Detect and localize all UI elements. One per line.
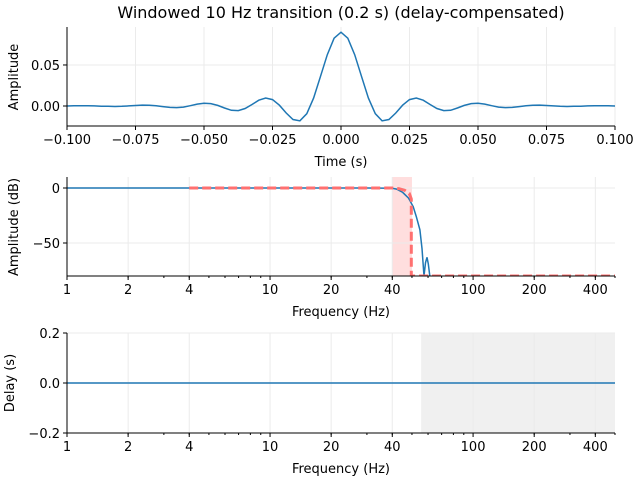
y-tick-label: 0.2 xyxy=(39,327,60,342)
y-tick-label: 0.05 xyxy=(31,59,60,74)
x-tick-label: 1 xyxy=(63,283,71,298)
x-tick-label: −0.075 xyxy=(111,133,159,148)
y-tick-label: −50 xyxy=(33,237,60,252)
ax1-ylabel: Amplitude (dB) xyxy=(7,178,22,276)
figure-title: Windowed 10 Hz transition (0.2 s) (delay… xyxy=(117,3,564,22)
x-tick-label: 2 xyxy=(124,283,132,298)
x-tick-label: 0.000 xyxy=(322,133,359,148)
x-tick-label: 0.100 xyxy=(596,133,633,148)
x-tick-label: 10 xyxy=(262,440,279,455)
impulse-response-line xyxy=(67,31,615,122)
x-tick-label: 20 xyxy=(323,283,340,298)
x-tick-label: 400 xyxy=(583,440,608,455)
x-tick-label: 10 xyxy=(262,283,279,298)
x-tick-label: 0.075 xyxy=(528,133,565,148)
x-tick-label: 40 xyxy=(384,283,401,298)
y-tick-label: 0 xyxy=(52,182,60,197)
impulse-response-axes: Time (s) Amplitude −0.100 −0.075 −0.050 −0.… xyxy=(7,27,634,170)
y-tick-label: 0.0 xyxy=(39,377,60,392)
x-tick-label: 2 xyxy=(124,440,132,455)
ideal-response-line xyxy=(189,186,615,276)
x-tick-label: −0.025 xyxy=(248,133,296,148)
x-tick-label: 0.050 xyxy=(459,133,496,148)
x-tick-label: 0.025 xyxy=(391,133,428,148)
x-tick-label: 20 xyxy=(323,440,340,455)
x-tick-label: −0.100 xyxy=(43,133,91,148)
x-tick-label: 4 xyxy=(185,440,193,455)
ax0-ylabel: Amplitude xyxy=(7,44,22,111)
y-tick-label: 0.00 xyxy=(31,100,60,115)
ax2-xlabel: Frequency (Hz) xyxy=(292,462,390,477)
y-tick-label: −0.2 xyxy=(28,427,60,442)
ax0-xlabel: Time (s) xyxy=(314,155,368,170)
magnitude-response-axes: Frequency (Hz) Amplitude (dB) 1 2 4 10 20 40 1… xyxy=(7,177,616,320)
x-tick-label: 40 xyxy=(384,440,401,455)
transition-band xyxy=(392,177,412,276)
x-tick-label: 100 xyxy=(461,283,486,298)
x-tick-label: −0.050 xyxy=(180,133,228,148)
x-tick-label: 1 xyxy=(63,440,71,455)
ax1-xlabel: Frequency (Hz) xyxy=(292,305,390,320)
x-tick-label: 100 xyxy=(461,440,486,455)
delay-axes: Frequency (Hz) Delay (s) 1 2 4 10 20 40 100 200… xyxy=(3,327,616,477)
x-tick-label: 200 xyxy=(522,283,547,298)
x-tick-label: 4 xyxy=(185,283,193,298)
ax2-ylabel: Delay (s) xyxy=(3,354,18,412)
x-tick-label: 200 xyxy=(522,440,547,455)
x-tick-label: 400 xyxy=(583,283,608,298)
